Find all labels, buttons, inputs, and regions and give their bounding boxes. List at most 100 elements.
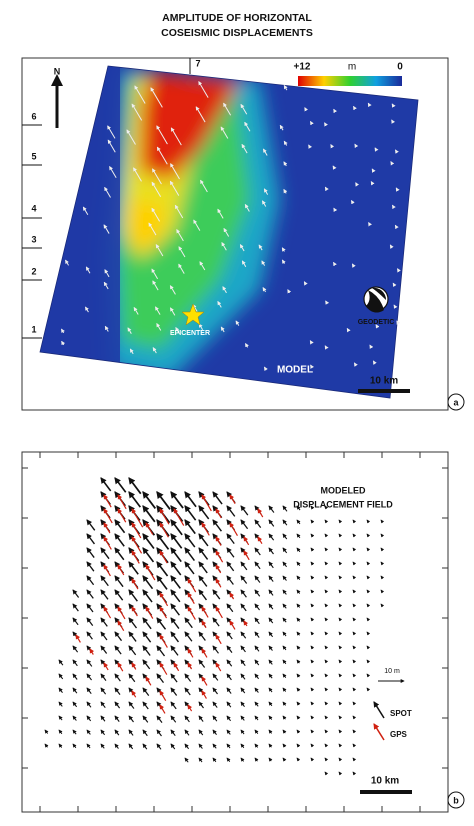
legend-label: SPOT [390, 709, 412, 718]
vector-arrow [223, 102, 232, 116]
vector-arrow [156, 729, 162, 737]
vector-arrow [212, 673, 219, 681]
vector-arrow [226, 603, 234, 613]
panel-a-frame [21, 57, 449, 411]
vector-arrow [338, 687, 343, 692]
vector-arrow [366, 575, 371, 580]
vector-arrow [156, 125, 168, 145]
vector-arrow [212, 757, 217, 763]
vector-arrow [310, 561, 315, 566]
gps-arrow [201, 606, 209, 618]
vector-arrow [212, 645, 219, 654]
vector-arrow [324, 575, 329, 580]
vector-arrow [198, 757, 203, 763]
vector-arrow [324, 603, 329, 608]
vector-arrow [338, 603, 343, 608]
gps-arrow [145, 522, 154, 535]
gps-arrow [117, 606, 126, 620]
scale-label: 10 km [371, 776, 399, 787]
focal-mechanism [363, 286, 389, 313]
vector-arrow [330, 144, 335, 149]
vector-arrow [134, 85, 146, 104]
vector-arrow [142, 687, 150, 697]
vector-arrow [338, 701, 343, 706]
vector-arrow [369, 344, 374, 349]
vector-arrow [240, 743, 245, 749]
vector-arrow [268, 589, 274, 596]
vector-arrow [198, 505, 210, 520]
vector-arrow [240, 715, 245, 721]
gps-arrow [145, 564, 156, 581]
vector-arrow [296, 687, 301, 692]
vector-arrow [114, 589, 124, 601]
vector-arrow [226, 547, 235, 558]
vector-arrow [380, 603, 385, 608]
vector-arrow [254, 743, 259, 748]
tick-label: 3 [31, 234, 36, 244]
vector-arrow [346, 327, 351, 333]
vector-arrow [240, 687, 246, 694]
vector-arrow [114, 477, 127, 493]
vector-arrow [352, 771, 357, 776]
vector-arrow [324, 701, 329, 706]
vector-arrow [352, 631, 357, 636]
vector-arrow [44, 743, 49, 748]
gps-arrow [103, 536, 112, 550]
vector-arrow [170, 561, 182, 576]
vector-arrow [310, 701, 315, 706]
vector-arrow [184, 729, 190, 736]
gps-arrow [229, 592, 235, 600]
gps-arrow [201, 620, 207, 629]
gps-arrow [103, 494, 112, 508]
vector-arrow [282, 757, 287, 762]
vector-arrow [114, 715, 120, 722]
vector-arrow [324, 771, 329, 776]
north-label: N [54, 66, 61, 76]
vector-arrow [133, 167, 142, 182]
vector-arrow [142, 743, 148, 750]
vector-arrow [152, 280, 159, 291]
vector-arrow [282, 533, 288, 540]
vector-arrow [310, 729, 315, 734]
vector-arrow [310, 519, 315, 524]
vector-arrow [226, 701, 232, 708]
vector-arrow [184, 561, 195, 575]
vector-arrow [212, 743, 217, 749]
gps-arrow [243, 550, 250, 561]
vector-arrow [366, 687, 371, 692]
vector-arrow [198, 743, 203, 749]
vector-arrow [338, 743, 343, 748]
gps-arrow [131, 508, 144, 528]
vector-arrow [350, 199, 355, 205]
vector-arrow [262, 287, 267, 293]
vector-arrow [100, 477, 112, 492]
vector-arrow [100, 715, 106, 722]
vector-arrow [309, 340, 314, 345]
vector-arrow [352, 715, 357, 720]
vector-arrow [254, 659, 260, 666]
tick-label: 1 [31, 324, 36, 334]
vector-arrow [100, 729, 106, 736]
legend-gps-arrow [373, 723, 385, 741]
gps-arrow [159, 522, 169, 538]
vector-arrow [338, 771, 343, 776]
vector-arrow [351, 263, 356, 268]
vector-arrow [310, 603, 315, 608]
vector-arrow [390, 161, 395, 166]
vector-arrow [85, 266, 91, 274]
vector-arrow [268, 757, 273, 762]
vector-arrow [333, 261, 337, 267]
vector-arrow [170, 547, 182, 563]
vector-arrow [184, 715, 190, 723]
legend-spot-arrow [373, 701, 385, 719]
vector-arrow [254, 715, 259, 721]
gps-arrow [201, 522, 210, 536]
vector-arrow [254, 519, 262, 528]
vector-arrow [114, 701, 121, 709]
vector-arrow [395, 149, 399, 154]
vector-arrow [103, 224, 110, 234]
vector-arrow [268, 519, 275, 527]
vector-arrow [221, 241, 227, 251]
vector-arrow [100, 631, 108, 641]
vector-arrow [156, 673, 165, 684]
